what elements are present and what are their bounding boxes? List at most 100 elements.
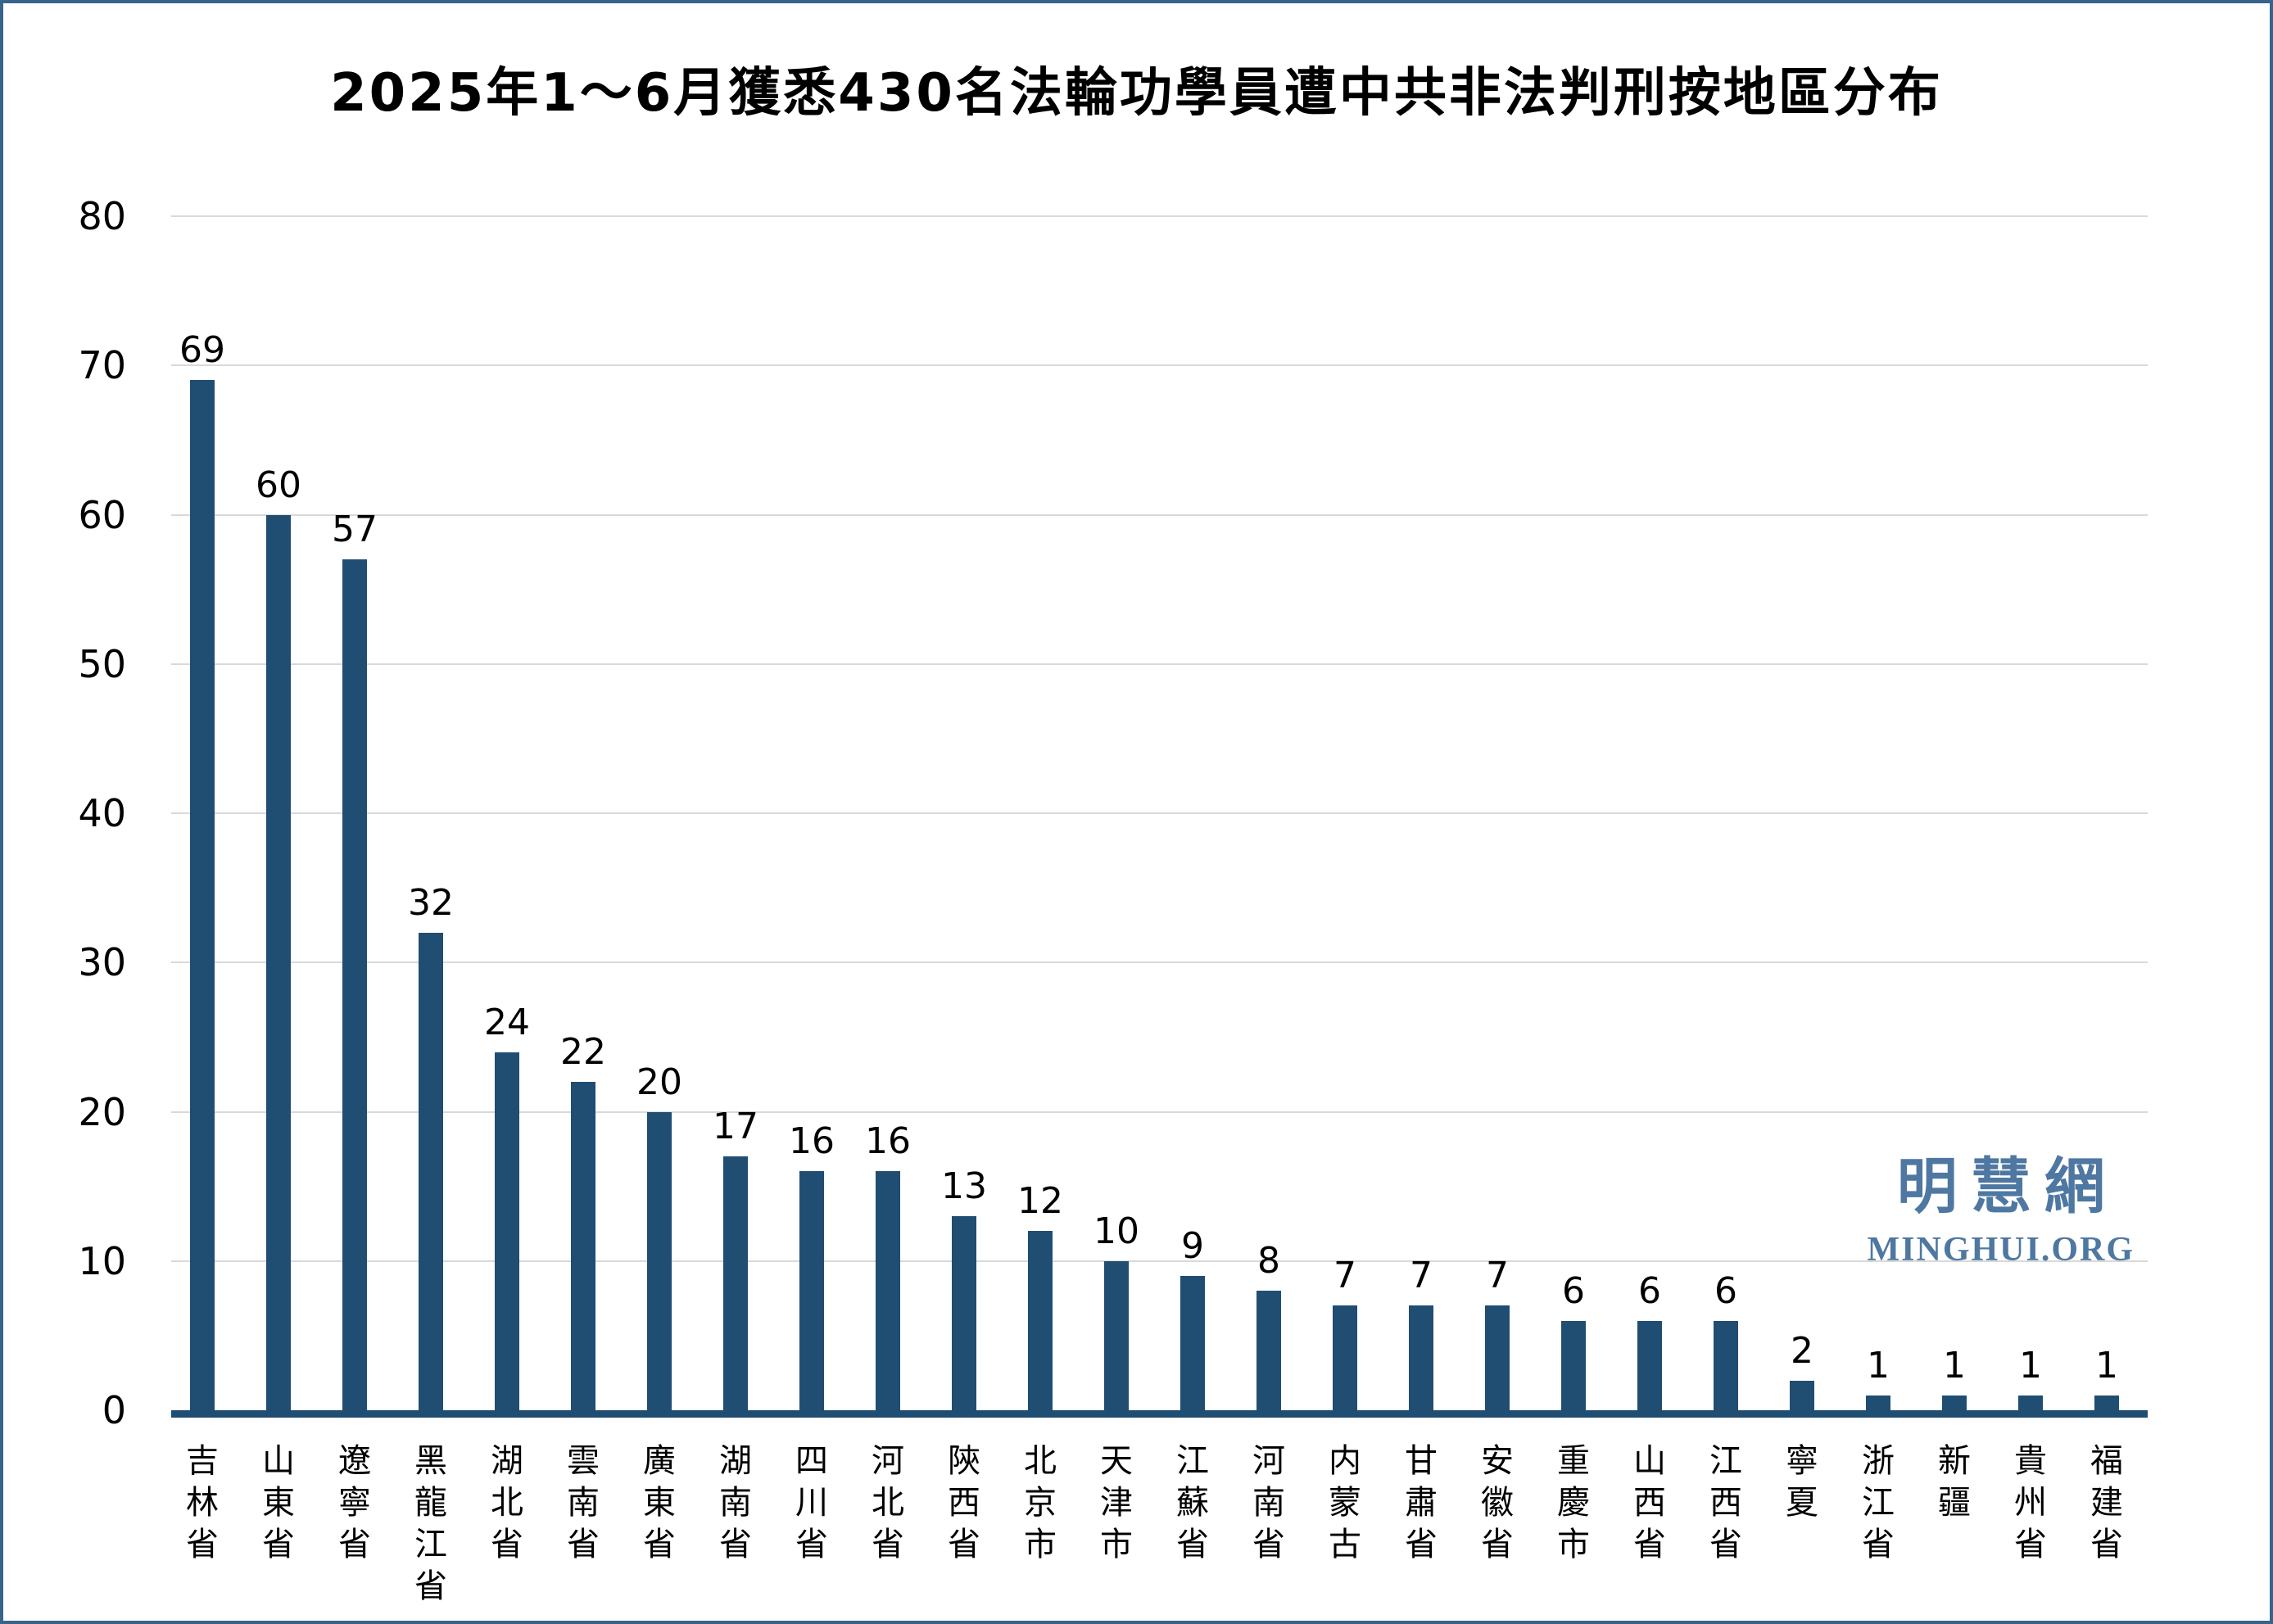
y-axis-tick-label: 80 (78, 194, 126, 238)
category-char: 蒙 (1329, 1484, 1361, 1522)
category-char: 江 (1176, 1442, 1209, 1480)
bar (1333, 1305, 1357, 1410)
category-char: 江 (1862, 1484, 1895, 1522)
bar (1409, 1305, 1433, 1410)
category-char: 北 (872, 1484, 904, 1522)
category-char: 市 (1024, 1526, 1057, 1563)
category-char: 市 (1100, 1526, 1133, 1563)
category-char: 省 (872, 1526, 904, 1563)
bar (1561, 1320, 1586, 1410)
bar-value-label: 24 (484, 1001, 530, 1043)
bar (190, 380, 215, 1410)
category-char: 江 (1709, 1442, 1742, 1480)
y-axis-tick-label: 50 (78, 641, 126, 686)
bar (723, 1156, 748, 1410)
category-char: 州 (2014, 1484, 2047, 1522)
category-char: 南 (1252, 1484, 1285, 1522)
bar (1866, 1395, 1890, 1410)
category-char: 市 (1557, 1526, 1590, 1563)
category-char: 南 (719, 1484, 752, 1522)
gridline-20 (171, 1111, 2148, 1113)
x-axis-category-label: 雲南省 (567, 1441, 600, 1566)
bar-value-label: 1 (2095, 1344, 2118, 1387)
category-char: 西 (948, 1484, 980, 1522)
gridline-50 (171, 663, 2148, 665)
y-axis-tick-label: 70 (78, 343, 126, 388)
gridline-70 (171, 364, 2148, 367)
minghui-logo-chinese: 明慧網 (1896, 1151, 2118, 1222)
x-axis-category-label: 安徽省 (1481, 1441, 1514, 1566)
bar (419, 932, 443, 1410)
x-axis-category-label: 四川省 (795, 1441, 828, 1566)
x-axis-category-label: 北京市 (1024, 1441, 1057, 1566)
x-axis-category-label: 山東省 (262, 1441, 295, 1566)
category-char: 龍 (414, 1484, 447, 1522)
x-axis-category-label: 吉林省 (186, 1441, 219, 1566)
bar-value-label: 8 (1257, 1240, 1280, 1282)
bar (1942, 1395, 1967, 1410)
x-axis-category-label: 黑龍江省 (414, 1441, 447, 1608)
minghui-logo: 明慧網 MINGHUI.ORG (1868, 1138, 2135, 1269)
category-char: 江 (414, 1526, 447, 1563)
x-axis-category-label: 陝西省 (948, 1441, 980, 1566)
category-char: 雲 (567, 1442, 600, 1480)
bar (1028, 1231, 1053, 1410)
bar-value-label: 16 (865, 1120, 911, 1163)
bar (2094, 1395, 2119, 1410)
x-axis-category-label: 廣東省 (643, 1441, 676, 1566)
category-char: 黑 (414, 1442, 447, 1480)
x-axis-category-label: 内蒙古 (1329, 1441, 1361, 1566)
category-char: 省 (2014, 1526, 2047, 1563)
gridline-80 (171, 215, 2148, 217)
bar (571, 1082, 595, 1410)
minghui-logo-url: MINGHUI.ORG (1867, 1231, 2135, 1269)
x-axis-category-label: 江西省 (1709, 1441, 1742, 1566)
bar-value-label: 16 (789, 1120, 835, 1163)
category-char: 廣 (643, 1442, 676, 1480)
category-char: 川 (795, 1484, 828, 1522)
bar (266, 514, 291, 1410)
bar (647, 1111, 672, 1410)
category-char: 林 (186, 1484, 219, 1522)
bar (1104, 1260, 1129, 1410)
category-char: 河 (1252, 1442, 1285, 1480)
x-axis-category-label: 河北省 (872, 1441, 904, 1566)
bar (876, 1171, 900, 1410)
category-char: 夏 (1786, 1484, 1818, 1522)
category-char: 省 (262, 1526, 295, 1563)
category-char: 北 (491, 1484, 523, 1522)
bar-value-label: 12 (1017, 1180, 1063, 1223)
bar-value-label: 7 (1486, 1255, 1509, 1297)
bar-value-label: 7 (1333, 1255, 1356, 1297)
category-char: 省 (795, 1526, 828, 1563)
chart-title: 2025年1～6月獲悉430名法輪功學員遭中共非法判刑按地區分布 (330, 63, 1943, 124)
category-char: 省 (1862, 1526, 1895, 1563)
category-char: 福 (2090, 1442, 2123, 1480)
category-char: 省 (1176, 1526, 1209, 1563)
x-axis-category-label: 新疆 (1938, 1441, 1971, 1524)
category-char: 徽 (1481, 1484, 1514, 1522)
category-char: 河 (872, 1442, 904, 1480)
category-char: 湖 (491, 1442, 523, 1480)
x-axis-category-label: 甘肅省 (1405, 1441, 1438, 1566)
y-axis-tick-label: 60 (78, 492, 126, 537)
category-char: 山 (1633, 1442, 1666, 1480)
bar-value-label: 1 (1867, 1344, 1890, 1387)
category-char: 南 (567, 1484, 600, 1522)
y-axis-tick-label: 0 (102, 1388, 126, 1432)
category-char: 省 (1709, 1526, 1742, 1563)
category-char: 重 (1557, 1442, 1590, 1480)
category-char: 天 (1100, 1442, 1133, 1480)
bar-value-label: 1 (2019, 1344, 2042, 1387)
bar-value-label: 6 (1562, 1269, 1585, 1312)
bar (1637, 1320, 1662, 1410)
bar-value-label: 9 (1181, 1224, 1204, 1267)
category-char: 西 (1633, 1484, 1666, 1522)
bar-value-label: 20 (636, 1061, 682, 1103)
bar (342, 559, 367, 1410)
bar (495, 1052, 519, 1410)
category-char: 省 (1252, 1526, 1285, 1563)
bar-value-label: 13 (941, 1165, 987, 1208)
category-char: 貴 (2014, 1442, 2047, 1480)
